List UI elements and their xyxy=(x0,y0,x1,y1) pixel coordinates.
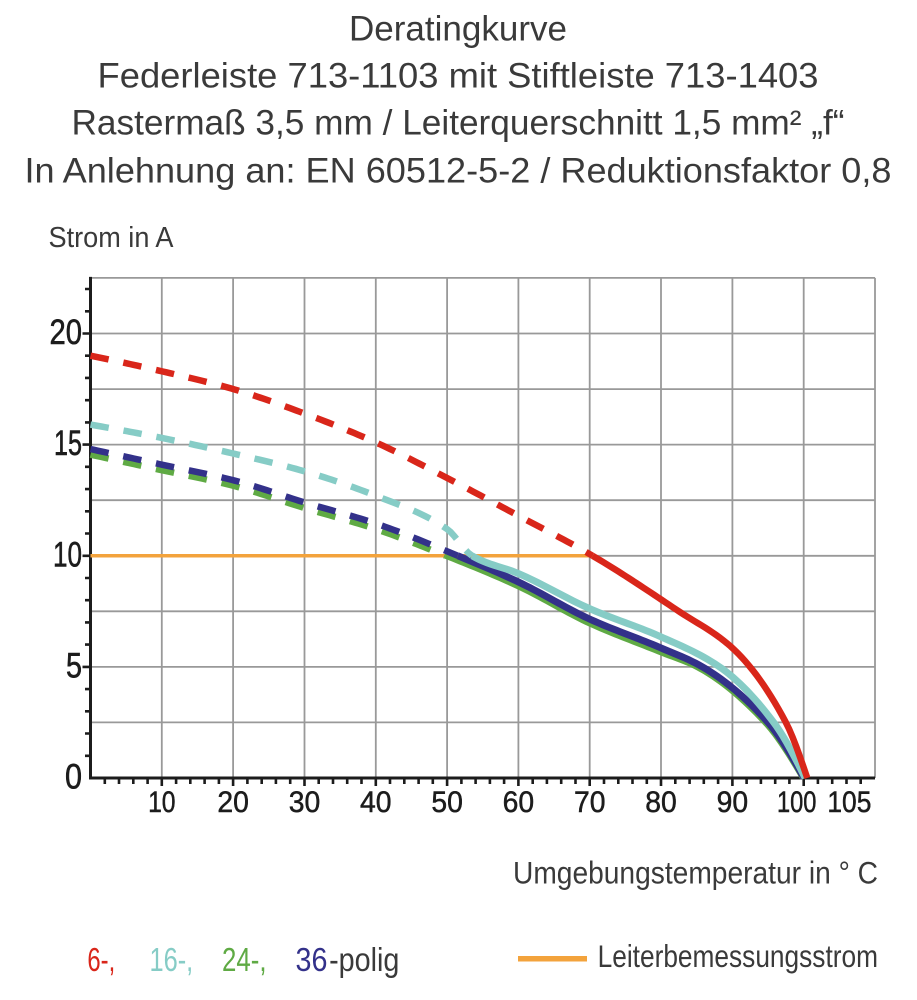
svg-text:5: 5 xyxy=(66,646,82,685)
svg-text:15: 15 xyxy=(54,424,82,463)
svg-text:In Anlehnung an: EN 60512-5-2: In Anlehnung an: EN 60512-5-2 / Reduktio… xyxy=(25,151,892,190)
svg-text:Umgebungstemperatur in ° C: Umgebungstemperatur in ° C xyxy=(513,855,878,891)
svg-text:Federleiste 713-1103 mit Stift: Federleiste 713-1103 mit Stiftleiste 713… xyxy=(98,56,819,95)
svg-text:70: 70 xyxy=(574,786,606,819)
svg-text:Leiterbemessungsstrom: Leiterbemessungsstrom xyxy=(598,938,878,974)
svg-text:36: 36 xyxy=(296,941,328,978)
svg-text:60: 60 xyxy=(503,786,535,819)
svg-text:24-,: 24-, xyxy=(222,941,267,978)
svg-text:20: 20 xyxy=(217,786,249,819)
svg-text:105: 105 xyxy=(827,786,871,819)
svg-text:10: 10 xyxy=(148,786,176,819)
svg-text:90: 90 xyxy=(717,786,749,819)
svg-text:Strom in A: Strom in A xyxy=(49,222,175,254)
svg-text:-polig: -polig xyxy=(329,941,399,978)
svg-text:40: 40 xyxy=(360,786,392,819)
svg-text:10: 10 xyxy=(53,535,82,574)
svg-text:50: 50 xyxy=(431,786,463,819)
svg-text:6-,: 6-, xyxy=(87,941,115,978)
svg-text:30: 30 xyxy=(289,786,321,819)
svg-text:20: 20 xyxy=(50,313,83,352)
svg-text:Rastermaß 3,5 mm / Leiterquers: Rastermaß 3,5 mm / Leiterquerschnitt 1,5… xyxy=(72,103,845,142)
svg-text:0: 0 xyxy=(65,758,82,797)
svg-text:Deratingkurve: Deratingkurve xyxy=(349,9,567,48)
svg-text:80: 80 xyxy=(645,786,677,819)
svg-text:100: 100 xyxy=(777,786,817,819)
svg-text:16-,: 16-, xyxy=(150,941,194,978)
